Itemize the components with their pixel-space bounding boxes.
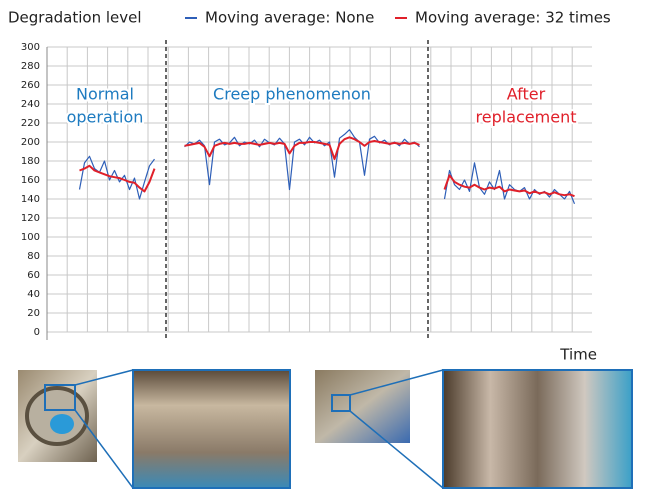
photo-zoom: [442, 369, 633, 489]
y-tick-label: 80: [27, 251, 40, 262]
annotation: Creep phenomenon: [213, 85, 371, 104]
y-axis-label: Degradation level: [8, 9, 142, 27]
x-axis-label: Time: [559, 346, 597, 364]
y-tick-label: 200: [21, 137, 40, 148]
y-tick-label: 0: [34, 327, 40, 338]
y-tick-label: 140: [21, 194, 40, 205]
annotation: Normal: [76, 85, 134, 104]
y-tick-label: 240: [21, 99, 40, 110]
annotation: replacement: [476, 108, 577, 127]
zoom-box: [331, 394, 351, 412]
series-line: [78, 129, 576, 205]
zoom-line: [74, 369, 134, 386]
y-tick-label: 40: [27, 289, 40, 300]
photo: [315, 370, 410, 443]
y-tick-label: 280: [21, 61, 40, 72]
zoom-box: [44, 384, 76, 411]
zoom-line: [74, 409, 134, 489]
annotation: operation: [67, 108, 144, 127]
zoom-line: [349, 369, 444, 396]
y-tick-label: 220: [21, 118, 40, 129]
photo-detail: [50, 414, 74, 434]
legend-label: Moving average: 32 times: [415, 9, 611, 27]
grid: [47, 46, 592, 333]
zoom-line: [349, 410, 444, 489]
photos: [18, 369, 633, 489]
y-tick-label: 20: [27, 308, 40, 319]
y-tick-label: 60: [27, 270, 40, 281]
photo-zoom: [132, 369, 291, 489]
legend-label: Moving average: None: [205, 9, 374, 27]
series-line: [79, 136, 575, 198]
y-tick-label: 160: [21, 175, 40, 186]
y-tick-label: 100: [21, 232, 40, 243]
y-tick-label: 300: [21, 42, 40, 53]
annotation: After: [507, 85, 546, 104]
y-tick-label: 260: [21, 80, 40, 91]
y-tick-label: 180: [21, 156, 40, 167]
y-tick-label: 120: [21, 213, 40, 224]
